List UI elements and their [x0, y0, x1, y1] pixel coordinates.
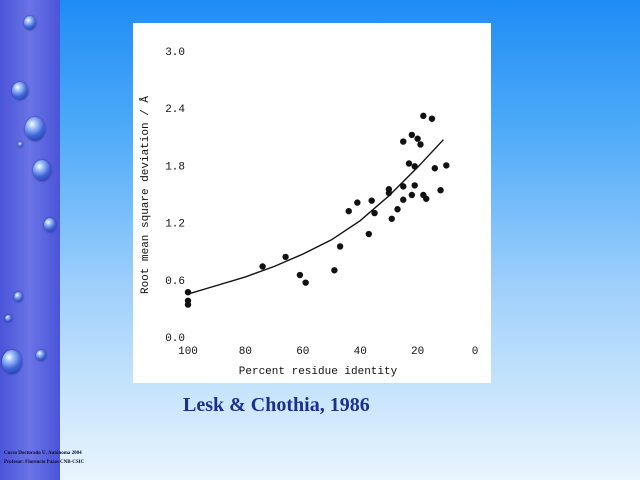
- data-point: [345, 207, 352, 215]
- credits: Curso Doctorado U. Autónoma 2004 Profeso…: [4, 449, 144, 467]
- data-point: [423, 195, 430, 202]
- data-point: [331, 267, 338, 274]
- y-tick-label: 2.4: [165, 104, 185, 116]
- data-point: [394, 206, 401, 213]
- x-tick-label: 40: [354, 346, 367, 358]
- data-point: [282, 253, 289, 261]
- y-tick-label: 3.0: [165, 47, 185, 59]
- bubble-icon: [44, 218, 56, 232]
- data-point: [184, 288, 192, 296]
- sidebar-decoration: [0, 0, 60, 480]
- data-point: [400, 138, 407, 145]
- y-tick-label: 1.8: [165, 161, 185, 173]
- scatter-figure: 0.0 0.6 1.2 1.8 2.4 3.0 100 80 60 40 20 0 Root mea…: [133, 23, 491, 383]
- x-tick-label: 20: [411, 346, 424, 358]
- scatter-chart: 0.0 0.6 1.2 1.8 2.4 3.0 100 80 60 40 20 0 Root mea…: [139, 47, 479, 378]
- x-tick-label: 60: [296, 346, 309, 358]
- data-point: [365, 230, 373, 238]
- data-point: [408, 191, 416, 199]
- x-tick-label: 80: [239, 346, 252, 358]
- data-point: [400, 196, 407, 203]
- figure-caption: Lesk & Chothia, 1986: [183, 394, 370, 416]
- bubble-icon: [12, 82, 28, 100]
- bubble-icon: [24, 16, 36, 30]
- data-point: [428, 115, 436, 122]
- x-tick-label: 0: [472, 346, 479, 358]
- data-point: [443, 162, 450, 169]
- data-point: [414, 135, 421, 142]
- y-axis-label: Root mean square deviation / Å: [139, 96, 152, 294]
- trend-line: [187, 139, 444, 295]
- y-tick-label: 0.0: [165, 333, 185, 345]
- data-point: [388, 215, 395, 222]
- y-tick-label: 0.6: [165, 276, 185, 288]
- bubble-icon: [25, 117, 45, 141]
- credits-line-1: Curso Doctorado U. Autónoma 2004: [4, 451, 82, 456]
- data-point: [296, 271, 304, 279]
- data-point: [184, 301, 192, 308]
- bubble-icon: [5, 315, 12, 322]
- credits-line-2: Profesor: Florencio Pazos CNB-CSIC: [4, 460, 85, 465]
- data-point: [437, 186, 444, 194]
- data-point: [431, 165, 439, 172]
- data-point: [405, 160, 413, 167]
- data-point: [371, 209, 378, 217]
- data-point: [336, 243, 344, 250]
- bubble-icon: [36, 350, 46, 361]
- data-point: [400, 183, 407, 190]
- data-point: [259, 263, 266, 270]
- data-point: [385, 186, 393, 193]
- y-tick-label: 1.2: [165, 219, 185, 231]
- data-point: [417, 141, 424, 148]
- data-point: [420, 112, 427, 120]
- data-point: [354, 199, 361, 206]
- x-tick-label: 100: [178, 346, 198, 358]
- bubble-icon: [2, 350, 22, 374]
- data-point: [368, 197, 375, 204]
- x-axis-label: Percent residue identity: [239, 366, 398, 378]
- bubble-icon: [18, 142, 23, 147]
- data-point: [302, 279, 309, 286]
- bubble-icon: [33, 160, 51, 181]
- data-point: [411, 182, 418, 189]
- bubble-icon: [14, 292, 23, 302]
- data-point: [411, 163, 418, 170]
- data-point: [408, 131, 416, 139]
